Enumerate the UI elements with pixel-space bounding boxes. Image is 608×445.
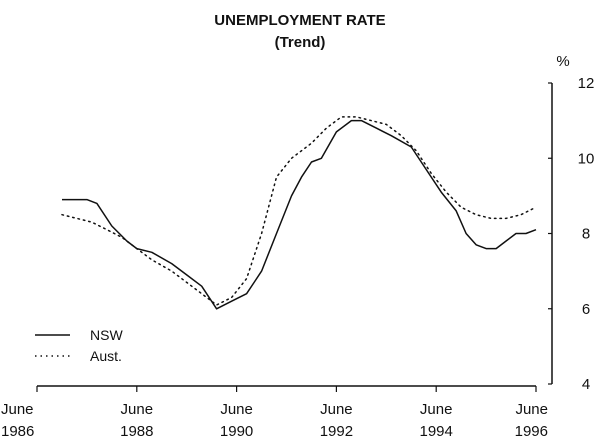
x-tick-label: June <box>121 401 154 418</box>
y-axis-unit: % <box>556 53 569 70</box>
series-line-nsw <box>62 119 537 310</box>
x-tick-label: June <box>420 401 453 418</box>
x-tick-label: 1990 <box>220 423 253 440</box>
series-line-aust <box>61 116 537 306</box>
y-tick-label: 10 <box>578 150 595 167</box>
x-tick-label: 1996 <box>515 423 548 440</box>
y-axis: % 4 6 8 10 12 <box>548 53 594 393</box>
x-tick-label: June <box>515 401 548 418</box>
x-tick-label: 1992 <box>320 423 353 440</box>
y-tick-label: 8 <box>582 226 590 243</box>
y-tick-label: 4 <box>582 376 590 393</box>
x-tick-label: June <box>320 401 353 418</box>
legend-label-aust: Aust. <box>90 348 122 364</box>
legend-label-nsw: NSW <box>90 327 123 343</box>
x-axis: June 1986 June 1988 June 1990 June 1992 June 1994… <box>1 385 548 440</box>
x-tick-label: 1986 <box>1 423 34 440</box>
legend: NSW Aust. <box>35 327 123 364</box>
y-tick-label: 12 <box>578 75 595 92</box>
x-tick-label: June <box>220 401 253 418</box>
chart-subtitle: (Trend) <box>275 34 326 51</box>
x-tick-label: 1994 <box>420 423 453 440</box>
x-tick-label: June <box>1 401 34 418</box>
series-layer <box>61 116 537 310</box>
chart-title: UNEMPLOYMENT RATE <box>214 12 385 29</box>
y-tick-label: 6 <box>582 301 590 318</box>
x-tick-label: 1988 <box>120 423 153 440</box>
